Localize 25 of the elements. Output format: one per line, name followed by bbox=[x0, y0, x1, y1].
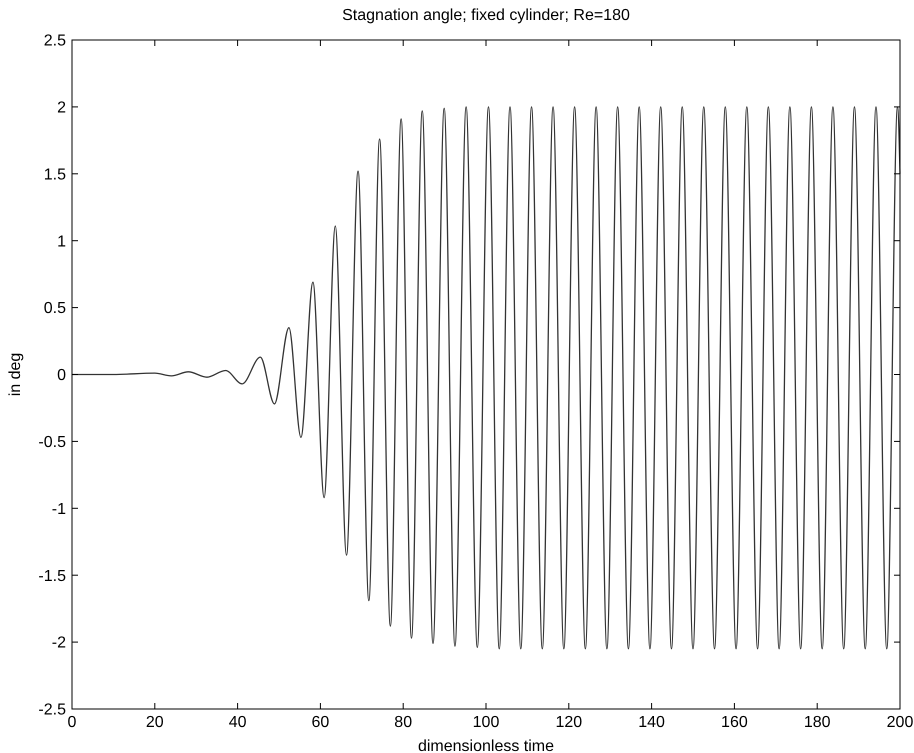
y-tick-label: -1.5 bbox=[38, 568, 66, 585]
y-tick-label: -1 bbox=[52, 500, 66, 518]
x-tick-label: 40 bbox=[228, 714, 247, 731]
x-tick-label: 200 bbox=[886, 714, 914, 731]
x-tick-label: 0 bbox=[68, 714, 77, 731]
y-axis-title: in deg bbox=[7, 352, 24, 396]
y-tick-label: -0.5 bbox=[38, 434, 66, 451]
x-axis-title: dimensionless time bbox=[418, 738, 554, 753]
x-tick-label: 80 bbox=[394, 714, 412, 731]
y-tick-label: 1 bbox=[57, 233, 66, 250]
y-tick-label: 0 bbox=[57, 367, 66, 384]
x-tick-label: 20 bbox=[146, 714, 164, 731]
chart-title: Stagnation angle; fixed cylinder; Re=180 bbox=[342, 7, 630, 24]
x-tick-label: 160 bbox=[721, 714, 748, 731]
x-tick-label: 60 bbox=[312, 714, 330, 731]
x-tick-label: 120 bbox=[555, 714, 582, 731]
x-tick-label: 140 bbox=[638, 714, 666, 731]
x-tick-label: 180 bbox=[804, 714, 831, 731]
y-tick-label: -2 bbox=[52, 634, 66, 652]
y-tick-label: 0.5 bbox=[44, 300, 66, 318]
y-tick-label: 2.5 bbox=[44, 32, 66, 50]
y-tick-label: 1.5 bbox=[44, 166, 66, 184]
y-tick-label: -2.5 bbox=[38, 702, 66, 719]
x-tick-label: 100 bbox=[472, 714, 500, 731]
y-tick-label: 2 bbox=[57, 100, 66, 116]
